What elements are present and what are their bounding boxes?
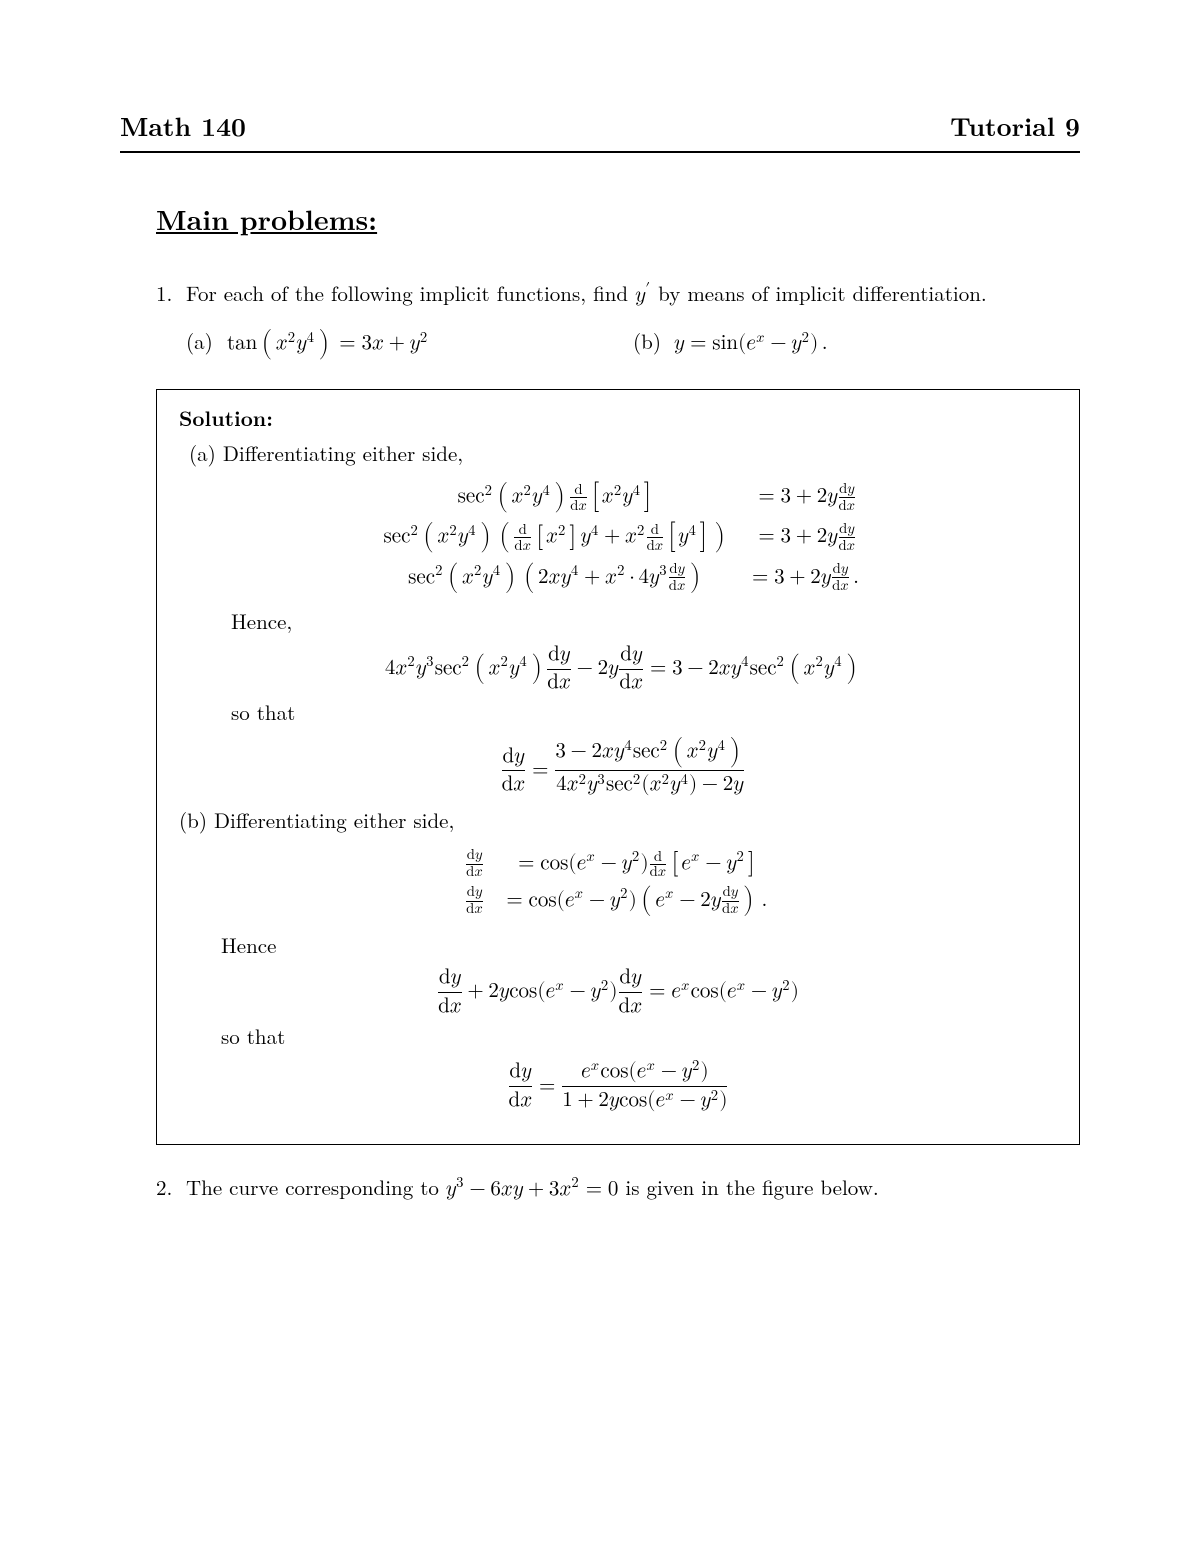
sol-a-sothat: so that bbox=[231, 698, 1057, 726]
solution-part-a: (a) Differentiating either side, sec2 (x… bbox=[189, 439, 1057, 797]
section-title: Main problems: bbox=[156, 201, 1080, 239]
sol-a-eq5-wrap: dydx = 3−2xy4 sec2 (x2y4) 4x2y3 sec2 (x2… bbox=[189, 737, 1057, 797]
p1a-label: (a) bbox=[186, 327, 220, 355]
sol-a-eq5: dydx = 3−2xy4 sec2 (x2y4) 4x2y3 sec2 (x2… bbox=[189, 737, 1057, 797]
sol-b-hence: Hence bbox=[221, 931, 1057, 959]
p1-stem-suffix: by means of implicit differentiation. bbox=[651, 278, 987, 308]
problem-1-subparts: (a) tan⁡ (x2y4) =3x+y2 (b) y=sin(ex−y2). bbox=[186, 327, 1080, 359]
problem-list: For each of the following implicit funct… bbox=[120, 279, 1080, 360]
sol-a-label: (a) bbox=[189, 438, 216, 468]
sol-a-eq4: 4x2y3 sec2 (x2y4) dydx −2y dydx =3−2xy4 … bbox=[189, 646, 1057, 689]
p1-yprime: y′ bbox=[635, 282, 651, 306]
header-right: Tutorial 9 bbox=[950, 108, 1080, 143]
sol-b-eq3: dydx +2ycos(ex−y2) dydx =excos(ex−y2) bbox=[179, 969, 1057, 1012]
solution-heading: Solution: bbox=[179, 404, 1057, 432]
solution-box: Solution: (a) Differentiating either sid… bbox=[156, 389, 1080, 1145]
header-rule bbox=[120, 151, 1080, 153]
sol-b-eq-table: dydx =cos(ex−y2) ddx [ex−y2] dydx bbox=[179, 845, 1057, 921]
sol-b-intro: Differentiating either side, bbox=[214, 805, 454, 835]
sol-b-eqs: dydx =cos(ex−y2) ddx [ex−y2] dydx bbox=[179, 845, 1057, 921]
sol-b-sothat: so that bbox=[221, 1022, 1057, 1050]
problem-1: For each of the following implicit funct… bbox=[156, 279, 1080, 360]
sol-b-eq4: dydx = excos(ex−y2) 1+2ycos(ex−y2) bbox=[179, 1060, 1057, 1112]
sol-b-eq4-wrap: dydx = excos(ex−y2) 1+2ycos(ex−y2) bbox=[179, 1060, 1057, 1112]
p2-equation: y3−6xy+3x2=0 bbox=[446, 1177, 619, 1200]
p1b-math: y=sin(ex−y2). bbox=[674, 332, 831, 356]
sol-b-eq3-wrap: dydx +2ycos(ex−y2) dydx =excos(ex−y2) bbox=[179, 969, 1057, 1012]
p1-stem-prefix: For each of the following implicit funct… bbox=[186, 278, 635, 308]
solution-part-b: (b) Differentiating either side, dydx =c… bbox=[179, 806, 1057, 1112]
p1a-math: tan⁡ (x2y4) =3x+y2 bbox=[227, 328, 428, 359]
sol-a-hence: Hence, bbox=[231, 607, 1057, 635]
problem-list-2: The curve corresponding to y3−6xy+3x2=0 … bbox=[120, 1173, 1080, 1201]
header-left: Math 140 bbox=[120, 108, 246, 143]
page-header: Math 140 Tutorial 9 bbox=[120, 108, 1080, 143]
p2-suffix: is given in the figure below. bbox=[625, 1172, 878, 1202]
sol-a-eq-table: sec2 (x2y4) ddx [x2y4] =3+2y dydx bbox=[189, 477, 1057, 597]
p2-prefix: The curve corresponding to bbox=[186, 1172, 446, 1202]
page: Math 140 Tutorial 9 Main problems: For e… bbox=[0, 0, 1200, 1201]
p1-part-b: (b) y=sin(ex−y2). bbox=[633, 327, 1080, 359]
problem-2: The curve corresponding to y3−6xy+3x2=0 … bbox=[156, 1173, 1080, 1201]
sol-a-intro: Differentiating either side, bbox=[223, 438, 463, 468]
p1-part-a: (a) tan⁡ (x2y4) =3x+y2 bbox=[186, 327, 633, 359]
p1b-label: (b) bbox=[633, 327, 667, 355]
sol-a-eq4-wrap: 4x2y3 sec2 (x2y4) dydx −2y dydx =3−2xy4 … bbox=[189, 646, 1057, 689]
problem-1-stem: For each of the following implicit funct… bbox=[186, 278, 987, 308]
sol-b-label: (b) bbox=[179, 805, 207, 835]
sol-a-eqs: sec2 (x2y4) ddx [x2y4] =3+2y dydx bbox=[189, 477, 1057, 597]
